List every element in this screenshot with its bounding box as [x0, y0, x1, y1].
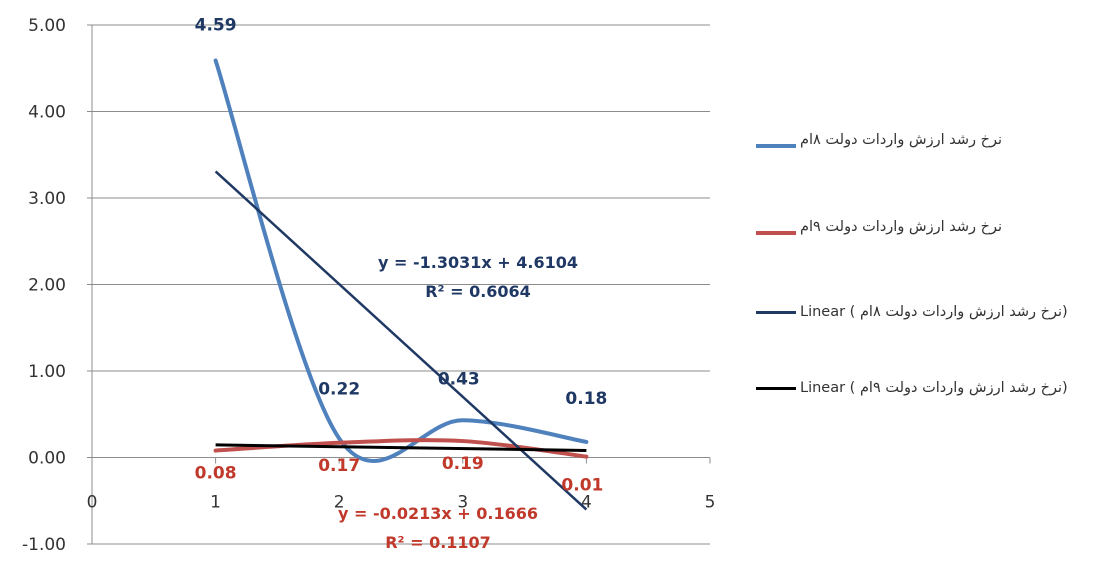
trendline-1	[216, 171, 587, 509]
trendline-equation: y = -0.0213x + 0.1666	[338, 504, 538, 523]
legend-label-series-2: نرخ رشد ارزش واردات دولت ۹ام	[800, 212, 1096, 242]
trendline-equation: y = -1.3031x + 4.6104	[378, 253, 578, 272]
data-label: 0.17	[318, 456, 360, 476]
x-tick-label: 1	[210, 493, 221, 513]
data-label: 0.08	[195, 464, 237, 484]
y-tick-label: 1.00	[28, 362, 66, 382]
y-tick-label: 0.00	[28, 449, 66, 469]
x-tick-label: 0	[87, 493, 98, 513]
legend-swatch-trend-2	[756, 387, 796, 390]
data-label: 0.22	[318, 379, 360, 399]
gridlines	[92, 25, 710, 544]
legend-swatch-series-1	[756, 144, 796, 148]
y-tick-label: -1.00	[22, 535, 66, 555]
trendline-r-squared: R² = 0.6064	[425, 282, 531, 301]
data-label: 0.01	[561, 476, 603, 496]
x-tick-label: 5	[705, 493, 716, 513]
y-tick-label: 5.00	[28, 16, 66, 36]
trendlines	[216, 171, 587, 509]
legend-swatch-series-2	[756, 231, 796, 235]
data-label: 4.59	[195, 15, 237, 35]
legend-label-trend-2: Linear ( نرخ رشد ارزش واردات دولت ۹ام)	[800, 373, 1096, 403]
trendline-equations: y = -1.3031x + 4.6104 R² = 0.6064 y = -0.0…	[338, 253, 578, 552]
legend-label-series-1: نرخ رشد ارزش واردات دولت ۸ام	[800, 125, 1096, 155]
legend-label-trend-1: Linear ( نرخ رشد ارزش واردات دولت ۸ام)	[800, 297, 1096, 327]
data-label: 0.43	[438, 369, 480, 389]
y-tick-labels: 5.00 4.00 3.00 2.00 1.00 0.00 -1.00	[22, 16, 66, 555]
trendline-r-squared: R² = 0.1107	[385, 533, 491, 552]
data-label: 0.18	[565, 389, 607, 409]
y-tick-label: 2.00	[28, 276, 66, 296]
y-tick-label: 3.00	[28, 189, 66, 209]
data-label: 0.19	[442, 454, 484, 474]
legend-swatch-trend-1	[756, 311, 796, 314]
y-tick-label: 4.00	[28, 103, 66, 123]
